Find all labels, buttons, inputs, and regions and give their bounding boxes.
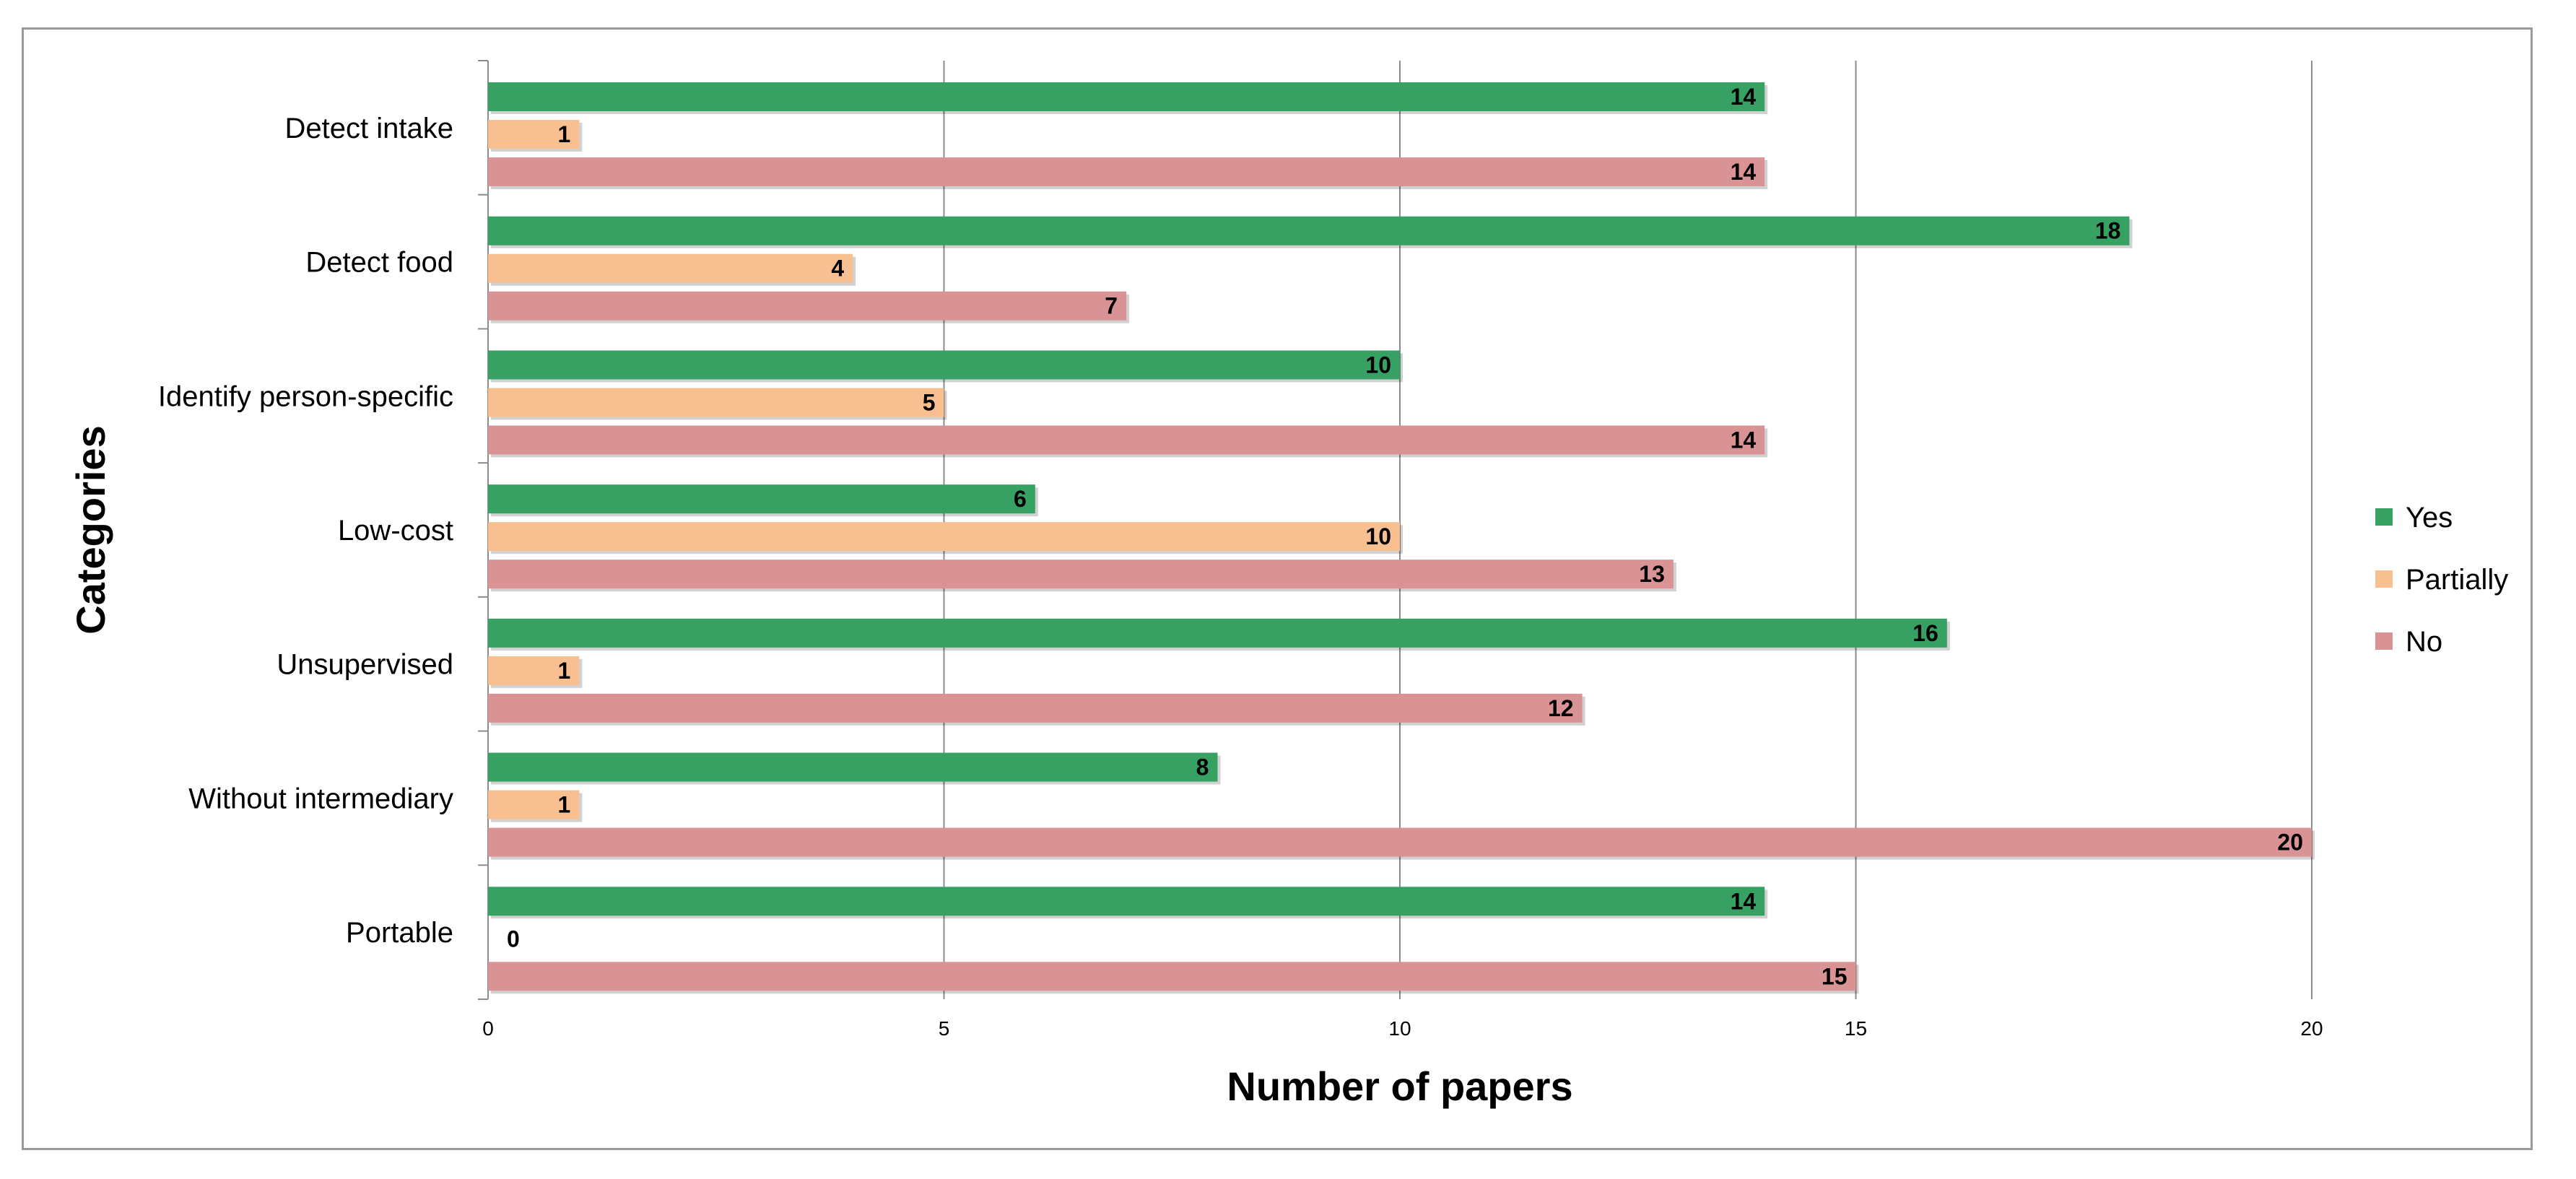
category-label-detect-intake: Detect intake xyxy=(285,113,453,144)
category-label-portable: Portable xyxy=(346,917,453,949)
data-label-yes-detect-intake: 14 xyxy=(1731,84,1757,110)
data-label-partially-detect-food: 4 xyxy=(831,256,844,282)
data-label-yes-low-cost: 6 xyxy=(1014,486,1027,512)
bar-partially-identify-person-specific xyxy=(488,388,944,417)
bar-yes-detect-intake xyxy=(488,82,1765,111)
data-label-no-detect-intake: 14 xyxy=(1731,159,1757,185)
bar-partially-detect-food xyxy=(488,253,853,283)
category-label-without-intermediary: Without intermediary xyxy=(188,783,453,814)
x-axis-title: Number of papers xyxy=(1227,1063,1572,1109)
bar-yes-unsupervised xyxy=(488,618,1947,648)
data-label-partially-low-cost: 10 xyxy=(1365,523,1391,549)
legend-label-no: No xyxy=(2406,626,2442,658)
y-axis-title: Categories xyxy=(68,425,113,634)
data-label-no-detect-food: 7 xyxy=(1105,293,1118,319)
data-label-no-low-cost: 13 xyxy=(1639,561,1665,587)
bar-partially-without-intermediary xyxy=(488,790,580,819)
bars xyxy=(488,82,2315,994)
bar-partially-detect-intake xyxy=(488,120,580,149)
x-tick-label-20: 20 xyxy=(2300,1017,2323,1040)
category-label-identify-person-specific: Identify person-specific xyxy=(158,380,453,412)
data-label-yes-without-intermediary: 8 xyxy=(1196,754,1209,780)
data-label-no-unsupervised: 12 xyxy=(1548,695,1574,721)
bar-partially-unsupervised xyxy=(488,656,580,685)
category-label-low-cost: Low-cost xyxy=(338,515,453,547)
x-tick-label-10: 10 xyxy=(1388,1017,1411,1040)
legend-swatch-partially xyxy=(2375,570,2393,588)
legend-label-yes: Yes xyxy=(2406,502,2453,534)
bar-yes-portable xyxy=(488,887,1765,916)
category-label-unsupervised: Unsupervised xyxy=(277,649,453,681)
legend-swatch-yes xyxy=(2375,508,2393,526)
data-label-no-without-intermediary: 20 xyxy=(2277,830,2303,856)
bar-no-detect-food xyxy=(488,291,1127,321)
data-label-no-identify-person-specific: 14 xyxy=(1731,427,1757,453)
x-tick-label-15: 15 xyxy=(1845,1017,1867,1040)
bar-yes-detect-food xyxy=(488,216,2130,245)
data-label-no-portable: 15 xyxy=(1822,963,1848,989)
bar-no-detect-intake xyxy=(488,157,1765,186)
x-tick-label-5: 5 xyxy=(939,1017,950,1040)
x-tick-label-0: 0 xyxy=(482,1017,494,1040)
data-label-partially-detect-intake: 1 xyxy=(558,121,571,147)
bar-no-without-intermediary xyxy=(488,827,2312,857)
category-label-detect-food: Detect food xyxy=(305,247,453,279)
bar-no-unsupervised xyxy=(488,693,1583,723)
data-label-partially-identify-person-specific: 5 xyxy=(923,389,936,415)
data-label-partially-portable: 0 xyxy=(507,926,520,952)
bar-yes-without-intermediary xyxy=(488,752,1218,782)
data-label-yes-detect-food: 18 xyxy=(2095,218,2121,244)
data-label-partially-without-intermediary: 1 xyxy=(558,792,571,818)
bar-no-portable xyxy=(488,962,1856,991)
data-label-yes-unsupervised: 16 xyxy=(1913,620,1938,646)
axes xyxy=(478,60,489,1000)
legend-label-partially: Partially xyxy=(2406,564,2508,596)
legend: Yes Partially No xyxy=(2375,502,2508,658)
data-label-partially-unsupervised: 1 xyxy=(558,658,571,684)
data-label-yes-identify-person-specific: 10 xyxy=(1365,352,1391,378)
bar-no-identify-person-specific xyxy=(488,425,1765,455)
bar-partially-low-cost xyxy=(488,522,1400,552)
legend-swatch-no xyxy=(2375,632,2393,650)
bar-yes-low-cost xyxy=(488,484,1035,514)
bar-yes-identify-person-specific xyxy=(488,350,1400,380)
data-label-yes-portable: 14 xyxy=(1731,888,1757,914)
bar-no-low-cost xyxy=(488,560,1674,589)
